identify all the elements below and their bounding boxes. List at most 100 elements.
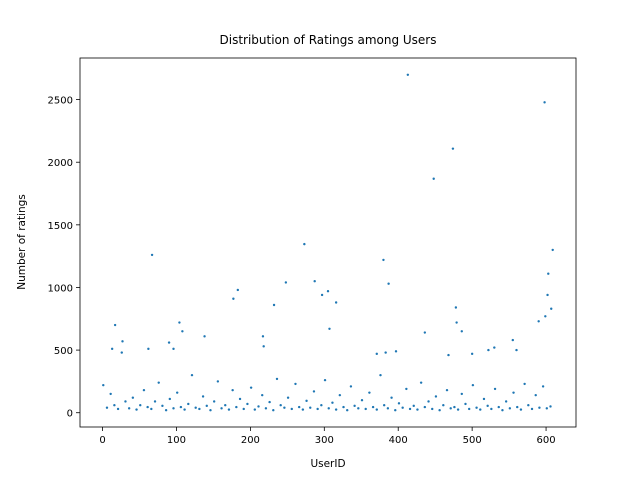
point xyxy=(194,406,197,409)
point xyxy=(113,323,117,327)
point xyxy=(470,352,474,356)
point xyxy=(168,397,172,401)
point xyxy=(397,402,401,405)
point xyxy=(346,409,349,412)
point xyxy=(519,408,523,411)
point xyxy=(368,391,371,394)
point xyxy=(172,407,175,410)
y-tick-label: 2500 xyxy=(48,96,73,107)
point xyxy=(538,406,541,409)
point xyxy=(360,398,364,402)
point xyxy=(279,404,282,407)
point xyxy=(497,405,500,409)
point xyxy=(387,282,390,285)
point xyxy=(455,321,458,324)
y-tick-label: 500 xyxy=(54,346,73,357)
point xyxy=(460,330,463,333)
point xyxy=(412,404,415,408)
point xyxy=(146,405,149,409)
point xyxy=(390,396,393,399)
point xyxy=(190,373,194,377)
point xyxy=(242,407,245,411)
point xyxy=(312,390,316,393)
point xyxy=(238,397,242,401)
x-tick-label: 200 xyxy=(241,435,260,446)
point xyxy=(447,353,450,357)
point xyxy=(139,404,142,407)
point xyxy=(236,288,240,292)
point xyxy=(286,396,290,399)
point xyxy=(543,101,546,104)
point xyxy=(261,335,265,338)
point xyxy=(438,409,441,412)
point xyxy=(246,402,249,406)
point xyxy=(249,386,253,389)
point xyxy=(142,388,146,392)
point xyxy=(232,297,235,300)
point xyxy=(331,401,334,404)
point xyxy=(427,400,430,403)
point xyxy=(320,404,323,407)
x-tick-label: 600 xyxy=(537,435,556,446)
point xyxy=(235,405,238,409)
point xyxy=(504,400,508,403)
point xyxy=(183,408,186,411)
point xyxy=(454,306,458,309)
point xyxy=(516,405,519,409)
point xyxy=(161,404,164,408)
point xyxy=(534,393,537,397)
point xyxy=(490,407,493,411)
y-tick-label: 2000 xyxy=(48,158,73,169)
point xyxy=(305,399,308,403)
point xyxy=(178,321,181,324)
y-tick-label: 0 xyxy=(67,409,73,420)
point xyxy=(231,388,234,392)
point xyxy=(203,335,206,338)
point xyxy=(150,407,153,411)
point xyxy=(205,404,208,408)
x-tick-label: 300 xyxy=(315,435,334,446)
point xyxy=(212,400,216,403)
point xyxy=(405,387,408,391)
point xyxy=(550,307,553,310)
point xyxy=(382,404,386,407)
point xyxy=(475,406,478,409)
point xyxy=(257,405,260,408)
point xyxy=(353,404,356,408)
point xyxy=(511,338,514,342)
point xyxy=(431,407,434,411)
y-axis-label: Number of ratings xyxy=(16,194,28,290)
point xyxy=(357,407,360,410)
point xyxy=(419,381,423,384)
point xyxy=(501,409,504,412)
point xyxy=(187,402,190,406)
point xyxy=(512,391,515,394)
point xyxy=(179,405,183,409)
chart-title: Distribution of Ratings among Users xyxy=(220,33,437,47)
point xyxy=(394,409,397,412)
point xyxy=(460,392,463,396)
x-tick-label: 500 xyxy=(463,435,482,446)
point xyxy=(224,404,227,407)
point xyxy=(471,383,475,387)
point xyxy=(334,408,338,411)
plot-frame xyxy=(79,57,577,428)
point xyxy=(515,348,518,352)
point xyxy=(545,407,549,410)
point xyxy=(328,327,331,331)
point xyxy=(551,248,554,252)
point xyxy=(167,341,171,344)
y-tick-label: 1500 xyxy=(48,221,73,232)
point xyxy=(150,253,154,257)
point xyxy=(303,242,306,246)
point xyxy=(432,177,435,180)
point xyxy=(109,392,112,396)
point xyxy=(530,407,534,411)
point xyxy=(110,347,114,351)
x-tick-label: 0 xyxy=(99,435,105,446)
point xyxy=(326,290,330,293)
point xyxy=(301,408,305,411)
point xyxy=(220,407,223,410)
point xyxy=(201,395,205,398)
